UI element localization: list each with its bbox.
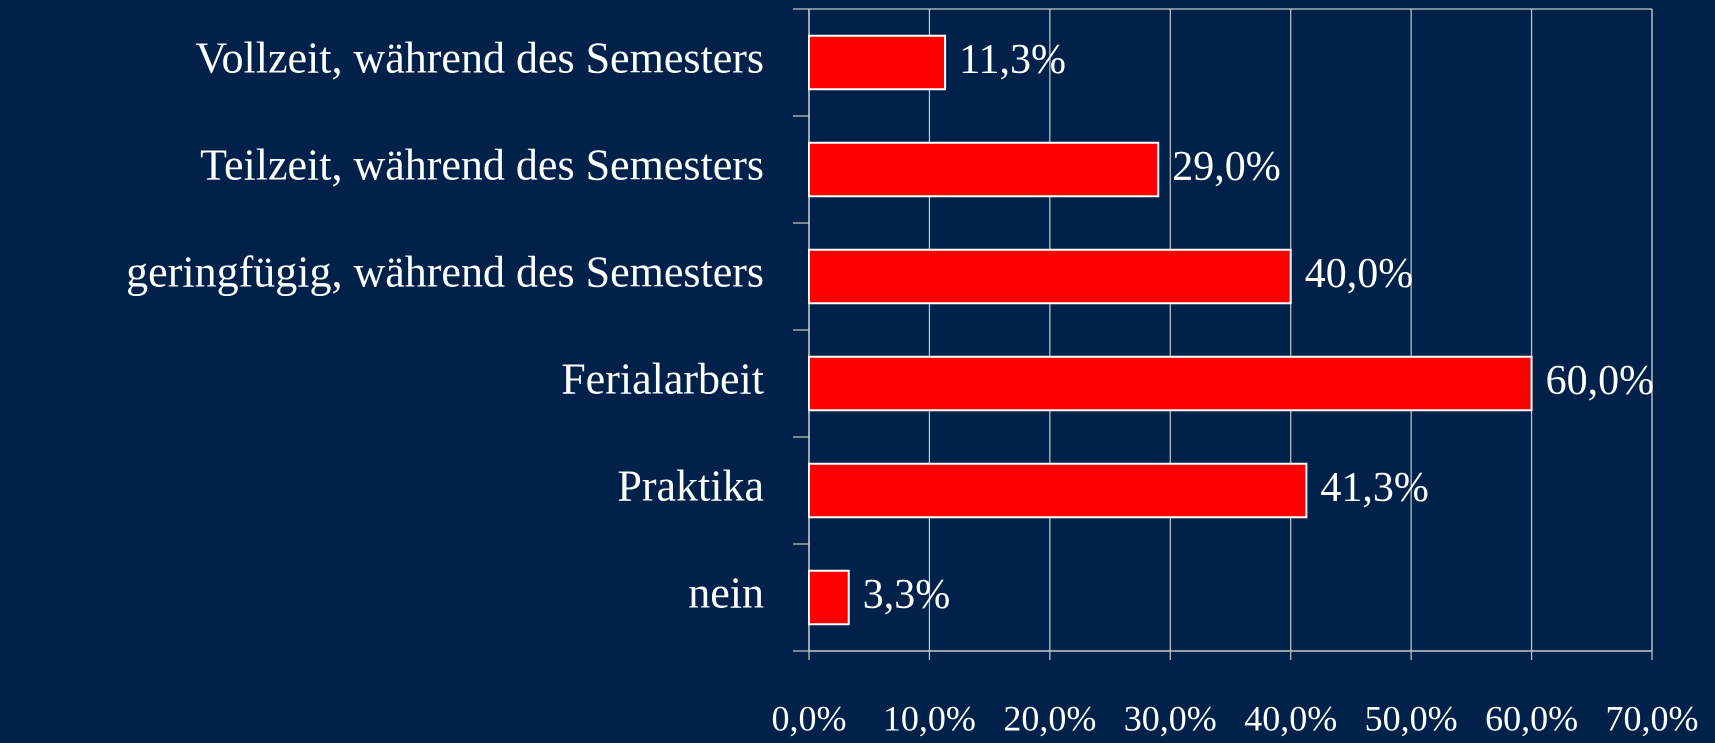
x-tick-label: 60,0% xyxy=(1485,698,1578,738)
data-label: 60,0% xyxy=(1546,358,1655,404)
x-tick-label: 10,0% xyxy=(883,698,976,738)
bar xyxy=(808,34,947,91)
x-tick-label: 40,0% xyxy=(1244,698,1337,738)
bar xyxy=(808,462,1308,519)
y-tick-label: Vollzeit, während des Semesters xyxy=(195,34,764,83)
y-tick-label: geringfügig, während des Semesters xyxy=(126,248,764,297)
x-tick-label: 20,0% xyxy=(1003,698,1096,738)
bar xyxy=(808,248,1292,305)
x-tick-label: 0,0% xyxy=(772,698,847,738)
y-tick-label: Ferialarbeit xyxy=(561,355,764,404)
data-label: 11,3% xyxy=(959,37,1066,83)
y-tick-label: Teilzeit, während des Semesters xyxy=(200,141,764,190)
data-label: 3,3% xyxy=(863,572,951,618)
x-tick-label: 50,0% xyxy=(1365,698,1458,738)
bar xyxy=(808,141,1160,198)
y-tick-label: nein xyxy=(688,569,764,618)
data-label: 29,0% xyxy=(1172,144,1281,190)
bar xyxy=(808,355,1533,412)
data-label: 41,3% xyxy=(1320,465,1429,511)
x-tick-label: 70,0% xyxy=(1606,698,1699,738)
y-tick-label: Praktika xyxy=(617,462,764,511)
bar xyxy=(808,569,850,626)
data-label: 40,0% xyxy=(1305,251,1414,297)
x-tick-label: 30,0% xyxy=(1124,698,1217,738)
